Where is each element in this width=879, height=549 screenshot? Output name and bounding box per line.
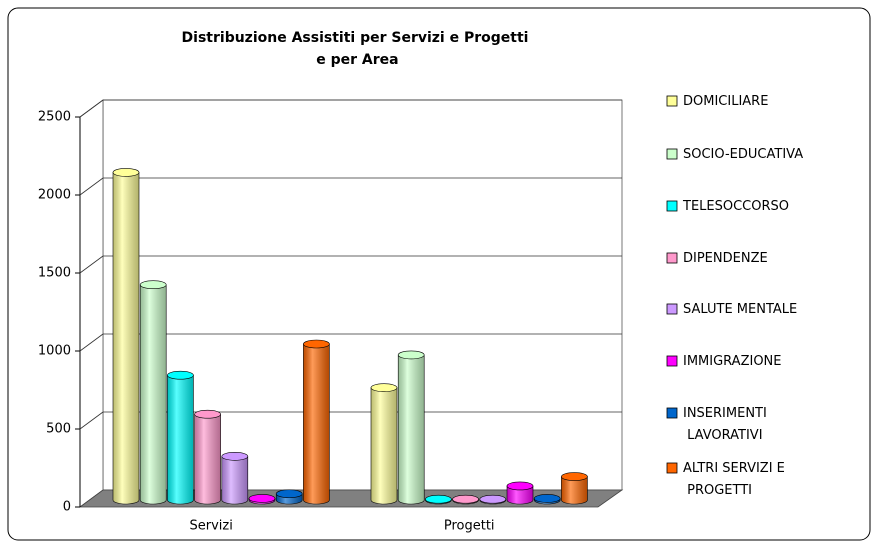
bar	[194, 409, 221, 505]
bar-top	[506, 481, 534, 491]
legend-swatch	[666, 407, 678, 419]
bar	[452, 494, 479, 505]
bar-shade	[507, 485, 533, 504]
y-tick-label: 0	[63, 500, 71, 515]
legend-label: IMMIGRAZIONE	[683, 354, 781, 369]
bar-top	[275, 489, 303, 499]
bar	[275, 489, 303, 505]
bar-top	[139, 280, 167, 290]
bar-top	[303, 339, 330, 349]
legend-swatch	[666, 95, 678, 107]
bar-shade	[303, 344, 330, 504]
legend-swatch	[666, 148, 678, 160]
legend-swatch	[666, 355, 678, 367]
bar-top	[425, 494, 452, 504]
side-wall	[79, 99, 104, 508]
bar-top	[112, 168, 140, 177]
x-tick-label: Servizi	[190, 519, 233, 534]
bar	[139, 280, 167, 505]
bar-shade	[398, 354, 425, 504]
bar-top	[370, 383, 398, 392]
y-tick-label: 1500	[38, 266, 71, 281]
bar	[425, 494, 452, 505]
bar-shade	[140, 284, 167, 504]
grid-line	[79, 411, 104, 430]
bar	[112, 168, 140, 505]
legend-swatch	[666, 200, 678, 212]
chart-title: Distribuzione Assistiti per Servizi e Pr…	[182, 30, 529, 68]
bar-top	[533, 494, 561, 503]
bar-top	[452, 494, 479, 504]
bar	[533, 494, 561, 505]
bar-top	[221, 452, 249, 461]
bar	[167, 370, 194, 505]
bar-top	[167, 370, 194, 380]
x-tick-label: Progetti	[444, 519, 495, 534]
bar-shade	[167, 375, 194, 504]
legend-label: TELESOCCORSO	[682, 199, 789, 214]
y-tick-label: 1000	[38, 344, 71, 359]
bar	[370, 383, 398, 505]
bar-top	[248, 494, 276, 503]
bar-shade	[221, 456, 248, 504]
legend-label: SALUTE MENTALE	[683, 302, 797, 317]
bar	[303, 339, 330, 505]
bar-shade	[561, 476, 588, 504]
bar	[248, 494, 276, 505]
grid-line	[79, 99, 104, 118]
legend-label: DIPENDENZE	[683, 251, 768, 266]
bar	[397, 350, 425, 505]
bar-top	[561, 472, 588, 481]
y-tick-label: 500	[46, 422, 71, 437]
bar	[221, 452, 249, 505]
legend-label: DOMICILIARE	[683, 94, 768, 109]
legend-swatch	[666, 462, 678, 474]
legend-label: ALTRI SERVIZI E PROGETTI	[683, 461, 785, 498]
bar-shade	[194, 414, 221, 504]
legend-label: SOCIO-EDUCATIVA	[683, 147, 803, 162]
legend-swatch	[666, 303, 678, 315]
bar	[479, 494, 507, 505]
bar-top	[194, 409, 221, 419]
legend-swatch	[666, 252, 678, 264]
legend-label: INSERIMENTI LAVORATIVI	[683, 406, 767, 443]
bar-shade	[371, 387, 397, 504]
bar-shade	[113, 172, 139, 504]
bar-top	[397, 350, 425, 360]
grid-line	[79, 177, 104, 196]
y-tick-label: 2000	[38, 188, 71, 203]
grid-line	[79, 333, 104, 352]
grid-line	[79, 255, 104, 274]
y-tick-label: 2500	[38, 110, 71, 125]
bar-top	[479, 494, 507, 504]
bar	[506, 481, 534, 505]
bar	[561, 472, 588, 505]
